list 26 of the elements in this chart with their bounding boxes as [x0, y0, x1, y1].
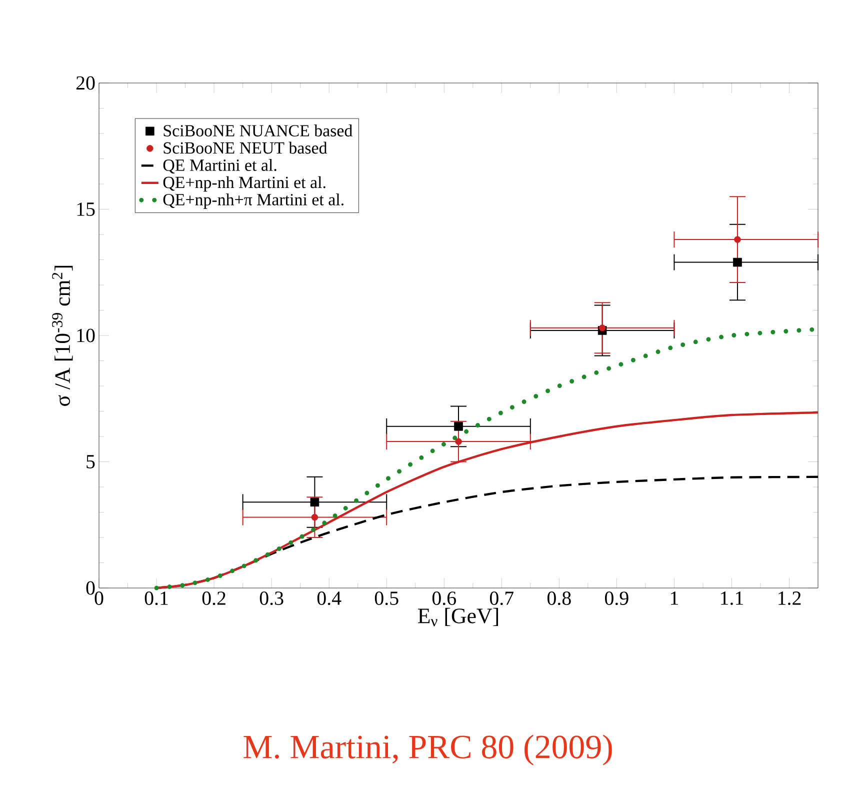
x-tick-label: 1.2	[778, 592, 801, 605]
y-tick-label: 5	[86, 455, 95, 468]
x-tick-label: 0.4	[317, 592, 342, 606]
text: M. Martini, PRC 80 (2009)	[244, 734, 612, 766]
x-tick-label: 0.1	[144, 592, 168, 606]
x-tick-label: 0	[94, 592, 104, 605]
x-tick-label: 0.2	[202, 592, 226, 606]
x-tick-label: 0.5	[374, 592, 398, 606]
x-tick-label: 1	[670, 592, 678, 605]
x-tick-label: 0.8	[547, 592, 571, 606]
y-tick-label: 10	[77, 328, 95, 342]
x-axis-title: E$_{ν}$ [GeV]	[418, 608, 498, 626]
y-tick-label: 15	[77, 202, 95, 216]
y-tick-label: 20	[76, 76, 95, 90]
x-tick-label: 0.7	[490, 592, 514, 606]
legend-label: QE+np-nh Martini et al.	[163, 176, 326, 192]
y-tick-label: 0	[86, 581, 95, 595]
x-tick-label: 0.6	[432, 592, 456, 606]
legend-label: SciBooNE NUANCE based	[164, 124, 352, 136]
x-tick-label: 0.9	[605, 592, 628, 606]
legend-label: QE Martini et al.	[163, 159, 276, 174]
x-tick-label: 1.1	[721, 592, 743, 605]
legend-label: QE+np-nh+π Martini et al.	[163, 193, 344, 209]
y-axis-title: σ /A [10$^{-39}$ cm$^{2}$]	[52, 266, 73, 406]
x-tick-label: 0.3	[260, 592, 284, 606]
legend-label: SciBooNE NEUT based	[164, 142, 328, 154]
